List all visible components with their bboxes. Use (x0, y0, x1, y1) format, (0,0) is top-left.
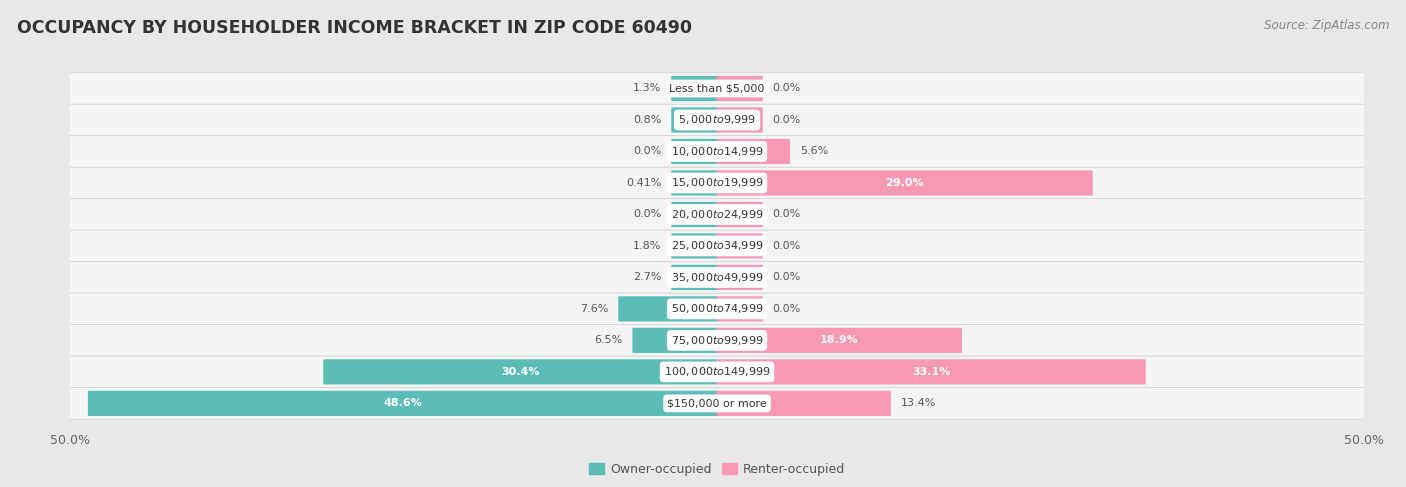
Text: 29.0%: 29.0% (886, 178, 924, 188)
FancyBboxPatch shape (671, 202, 717, 227)
Text: Less than $5,000: Less than $5,000 (669, 83, 765, 94)
Text: $5,000 to $9,999: $5,000 to $9,999 (678, 113, 756, 127)
FancyBboxPatch shape (671, 139, 717, 164)
Text: 30.4%: 30.4% (501, 367, 540, 377)
FancyBboxPatch shape (717, 359, 1146, 384)
FancyBboxPatch shape (717, 265, 763, 290)
FancyBboxPatch shape (717, 391, 891, 416)
FancyBboxPatch shape (69, 136, 1365, 167)
Text: $20,000 to $24,999: $20,000 to $24,999 (671, 208, 763, 221)
FancyBboxPatch shape (717, 202, 763, 227)
Text: 33.1%: 33.1% (912, 367, 950, 377)
Text: 0.0%: 0.0% (773, 83, 801, 94)
Text: 2.7%: 2.7% (633, 272, 661, 282)
FancyBboxPatch shape (717, 76, 763, 101)
Text: OCCUPANCY BY HOUSEHOLDER INCOME BRACKET IN ZIP CODE 60490: OCCUPANCY BY HOUSEHOLDER INCOME BRACKET … (17, 19, 692, 37)
Text: $15,000 to $19,999: $15,000 to $19,999 (671, 176, 763, 189)
Text: 13.4%: 13.4% (901, 398, 936, 409)
Text: 5.6%: 5.6% (800, 147, 828, 156)
Text: $25,000 to $34,999: $25,000 to $34,999 (671, 240, 763, 252)
FancyBboxPatch shape (69, 356, 1365, 388)
Text: $150,000 or more: $150,000 or more (668, 398, 766, 409)
Text: 0.8%: 0.8% (633, 115, 661, 125)
Text: $100,000 to $149,999: $100,000 to $149,999 (664, 365, 770, 378)
Legend: Owner-occupied, Renter-occupied: Owner-occupied, Renter-occupied (583, 458, 851, 481)
Text: 0.0%: 0.0% (633, 147, 661, 156)
FancyBboxPatch shape (717, 233, 763, 259)
FancyBboxPatch shape (717, 328, 962, 353)
Text: 0.0%: 0.0% (773, 272, 801, 282)
FancyBboxPatch shape (69, 73, 1365, 104)
Text: 6.5%: 6.5% (595, 336, 623, 345)
Text: $75,000 to $99,999: $75,000 to $99,999 (671, 334, 763, 347)
Text: Source: ZipAtlas.com: Source: ZipAtlas.com (1264, 19, 1389, 33)
FancyBboxPatch shape (671, 233, 717, 259)
FancyBboxPatch shape (69, 230, 1365, 262)
Text: 0.0%: 0.0% (773, 304, 801, 314)
FancyBboxPatch shape (717, 108, 763, 132)
Text: 18.9%: 18.9% (820, 336, 859, 345)
Text: 0.41%: 0.41% (626, 178, 661, 188)
FancyBboxPatch shape (671, 170, 717, 196)
FancyBboxPatch shape (69, 262, 1365, 293)
Text: 0.0%: 0.0% (773, 115, 801, 125)
Text: 0.0%: 0.0% (773, 241, 801, 251)
Text: 0.0%: 0.0% (633, 209, 661, 220)
FancyBboxPatch shape (671, 265, 717, 290)
Text: 0.0%: 0.0% (773, 209, 801, 220)
FancyBboxPatch shape (633, 328, 717, 353)
FancyBboxPatch shape (671, 108, 717, 132)
FancyBboxPatch shape (717, 296, 763, 321)
FancyBboxPatch shape (619, 296, 717, 321)
FancyBboxPatch shape (717, 139, 790, 164)
Text: $50,000 to $74,999: $50,000 to $74,999 (671, 302, 763, 316)
FancyBboxPatch shape (69, 325, 1365, 356)
FancyBboxPatch shape (69, 167, 1365, 199)
FancyBboxPatch shape (717, 170, 1092, 196)
Text: 48.6%: 48.6% (384, 398, 422, 409)
FancyBboxPatch shape (671, 76, 717, 101)
FancyBboxPatch shape (69, 293, 1365, 325)
Text: 1.8%: 1.8% (633, 241, 661, 251)
FancyBboxPatch shape (323, 359, 717, 384)
Text: $35,000 to $49,999: $35,000 to $49,999 (671, 271, 763, 284)
Text: 1.3%: 1.3% (633, 83, 661, 94)
FancyBboxPatch shape (69, 388, 1365, 419)
FancyBboxPatch shape (69, 104, 1365, 136)
Text: 7.6%: 7.6% (581, 304, 609, 314)
FancyBboxPatch shape (69, 199, 1365, 230)
Text: $10,000 to $14,999: $10,000 to $14,999 (671, 145, 763, 158)
FancyBboxPatch shape (89, 391, 717, 416)
